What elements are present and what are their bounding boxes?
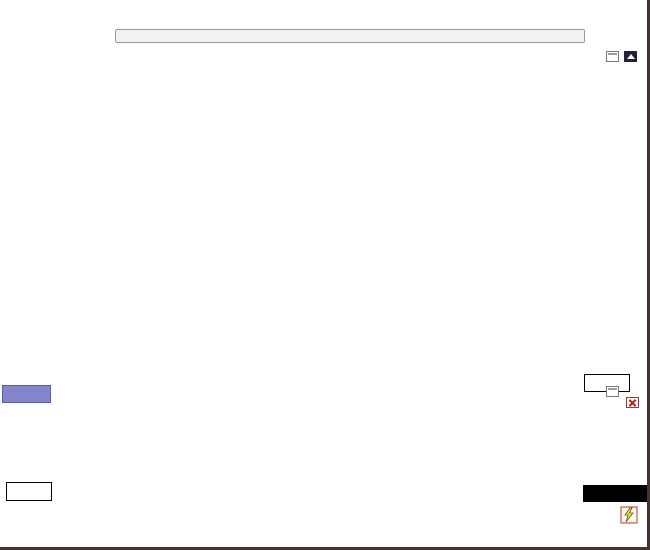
- wti-current-price-box: [583, 485, 648, 502]
- horizontal-scrollbar[interactable]: [115, 29, 585, 43]
- window-edge-bottom: [0, 547, 650, 550]
- dxy-current-price-box: [2, 385, 51, 403]
- restore-window-icon-lower[interactable]: [606, 386, 619, 397]
- restore-window-icon[interactable]: [606, 51, 619, 62]
- alert-flash-icon[interactable]: [620, 506, 638, 524]
- window-edge-right: [647, 0, 650, 550]
- collapse-panel-icon[interactable]: [624, 51, 637, 62]
- lower-auto-scale-button[interactable]: [6, 482, 52, 501]
- close-icon[interactable]: [626, 397, 639, 408]
